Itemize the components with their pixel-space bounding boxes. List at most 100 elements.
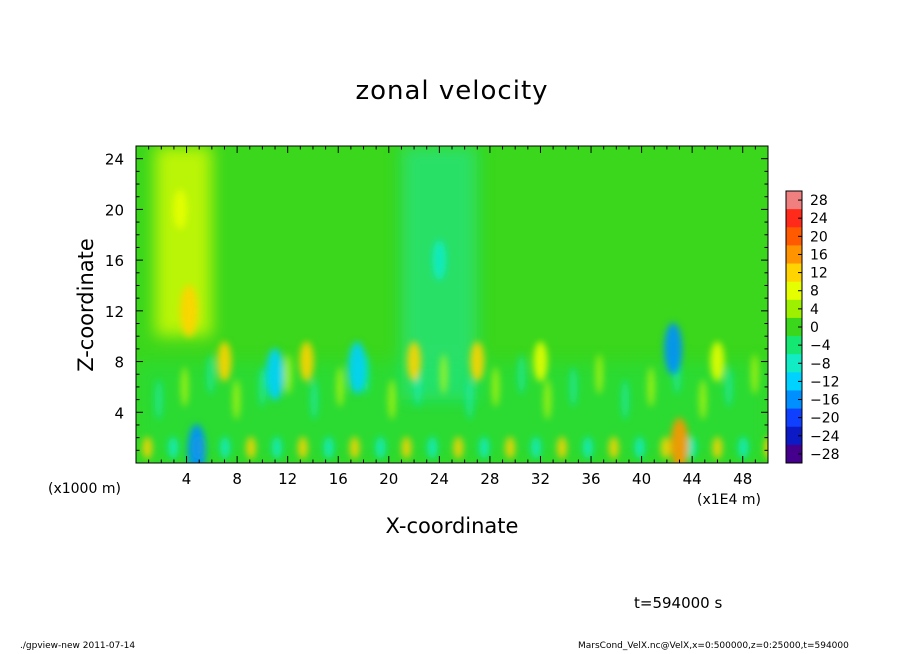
heatmap-cell <box>401 436 412 459</box>
y-tick-label: 16 <box>105 252 124 270</box>
plot-area <box>136 146 768 463</box>
heatmap-cell <box>271 436 282 459</box>
time-annotation: t=594000 s <box>634 594 723 612</box>
heatmap-cell <box>647 366 656 407</box>
heatmap-feature <box>299 341 314 382</box>
heatmap-cell <box>686 436 697 459</box>
x-tick-label: 16 <box>329 470 348 488</box>
heatmap-cell <box>621 379 630 420</box>
colorbar: 28 24 20 16 12 8 4 0 −4 −8 −12 −16 −20 −24 −28 <box>785 190 840 464</box>
y-tick-label: 12 <box>105 303 124 321</box>
heatmap-cell <box>349 436 360 459</box>
heatmap-feature <box>407 341 422 382</box>
heatmap-feature <box>664 322 683 375</box>
colorbar-label: 16 <box>810 247 828 263</box>
heatmap-cell <box>206 354 215 395</box>
colorbar-segment <box>786 336 802 355</box>
heatmap-cell <box>323 436 334 459</box>
heatmap-feature <box>348 341 367 394</box>
heatmap-cell <box>142 436 153 459</box>
colorbar-segment <box>786 390 802 410</box>
colorbar-label: −20 <box>810 411 840 427</box>
heatmap-cell <box>582 436 593 459</box>
colorbar-label: −12 <box>810 374 840 390</box>
heatmap-field <box>136 146 768 463</box>
colorbar-label: 4 <box>810 302 819 318</box>
colorbar-label: 12 <box>810 266 828 282</box>
colorbar-segment <box>786 281 802 301</box>
y-tick-label: 24 <box>105 151 124 169</box>
x-axis-label: X-coordinate <box>385 514 519 538</box>
x-tick-label: 20 <box>379 470 398 488</box>
heatmap-feature <box>266 348 285 401</box>
colorbar-label: −24 <box>810 429 840 445</box>
x-tick-label: 8 <box>232 470 242 488</box>
y-axis: 4 8 12 16 20 24 <box>105 151 768 451</box>
colorbar-label: −28 <box>810 447 840 463</box>
heatmap-feature <box>180 284 199 337</box>
x-tick-label: 36 <box>581 470 600 488</box>
heatmap-cell <box>387 379 396 420</box>
colorbar-segment <box>786 317 802 337</box>
heatmap-cell <box>608 436 619 459</box>
heatmap-cell <box>595 354 604 395</box>
y-tick-label: 8 <box>114 354 124 372</box>
x-tick-label: 28 <box>480 470 499 488</box>
colorbar-segment <box>786 245 802 265</box>
heatmap-feature <box>710 341 725 382</box>
heatmap-feature <box>173 189 188 230</box>
heatmap-cell <box>246 436 257 459</box>
x-tick-label: 48 <box>733 470 752 488</box>
heatmap-cell <box>297 436 308 459</box>
colorbar-label: 20 <box>810 229 828 245</box>
heatmap-cell <box>698 379 707 420</box>
heatmap-cell <box>310 379 319 420</box>
heatmap-cell <box>180 366 189 407</box>
heatmap-feature <box>533 341 548 382</box>
heatmap-cell <box>712 436 723 459</box>
colorbar-label: −4 <box>810 338 831 354</box>
heatmap-cell <box>479 436 490 459</box>
heatmap-cell <box>738 436 749 459</box>
heatmap-cell <box>634 436 645 459</box>
colorbar-segment <box>786 444 802 464</box>
heatmap-cell <box>375 436 386 459</box>
heatmap-feature <box>470 341 485 382</box>
x-tick-label: 4 <box>182 470 192 488</box>
chart-title: zonal velocity <box>355 76 549 106</box>
y-tick-label: 4 <box>114 404 124 422</box>
colorbar-label: 0 <box>810 320 819 336</box>
heatmap-cell <box>491 366 500 407</box>
footer-source: MarsCond_VelX.nc@VelX,x=0:500000,z=0:250… <box>578 641 849 651</box>
colorbar-label: 28 <box>810 193 828 209</box>
heatmap-cell <box>543 379 552 420</box>
heatmap-cell <box>724 366 733 407</box>
heatmap-cell <box>750 354 759 395</box>
y-axis-label: Z-coordinate <box>74 238 98 372</box>
colorbar-segment <box>786 209 802 228</box>
heatmap-feature <box>432 240 447 281</box>
heatmap-cell <box>764 437 768 459</box>
x-tick-label: 44 <box>683 470 702 488</box>
heatmap-cell <box>505 436 516 459</box>
heatmap-feature <box>187 424 206 463</box>
colorbar-label: 24 <box>810 211 828 227</box>
colorbar-segment <box>786 263 802 283</box>
heatmap-cell <box>258 366 267 407</box>
footer-program: ./gpview-new 2011-07-14 <box>20 641 136 651</box>
heatmap-cell <box>220 436 231 459</box>
heatmap-cell <box>439 354 448 395</box>
heatmap-feature <box>670 417 689 463</box>
heatmap-cell <box>517 354 526 395</box>
x-axis-unit-right: (x1E4 m) <box>697 492 761 508</box>
x-axis-unit-left: (x1000 m) <box>48 481 121 497</box>
heatmap-cell <box>453 436 464 459</box>
heatmap-cell <box>427 436 438 459</box>
colorbar-segment <box>786 299 802 319</box>
colorbar-label: −8 <box>810 356 831 372</box>
colorbar-label: −16 <box>810 393 840 409</box>
colorbar-segment <box>786 426 802 446</box>
x-tick-label: 12 <box>278 470 297 488</box>
x-tick-label: 24 <box>430 470 449 488</box>
